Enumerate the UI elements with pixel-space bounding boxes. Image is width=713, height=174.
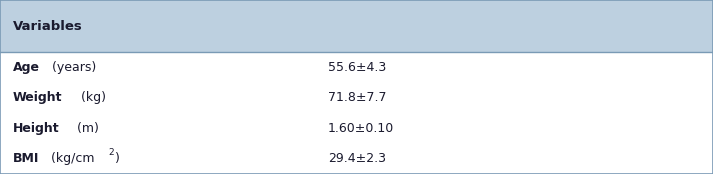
Text: 55.6±4.3: 55.6±4.3: [328, 61, 386, 74]
Text: ): ): [116, 152, 120, 165]
Text: 2: 2: [108, 148, 114, 157]
Text: 71.8±7.7: 71.8±7.7: [328, 91, 386, 104]
Bar: [0, 0, 713, 52]
Text: 29.4±2.3: 29.4±2.3: [328, 152, 386, 165]
Text: (kg): (kg): [77, 91, 106, 104]
Text: Height: Height: [13, 122, 59, 135]
Text: (m): (m): [73, 122, 99, 135]
Text: Variables: Variables: [13, 20, 83, 33]
Text: (kg/cm: (kg/cm: [47, 152, 94, 165]
Text: Weight: Weight: [13, 91, 62, 104]
Text: (years): (years): [48, 61, 96, 74]
Text: 1.60±0.10: 1.60±0.10: [328, 122, 394, 135]
Text: Age: Age: [13, 61, 40, 74]
Text: BMI: BMI: [13, 152, 39, 165]
